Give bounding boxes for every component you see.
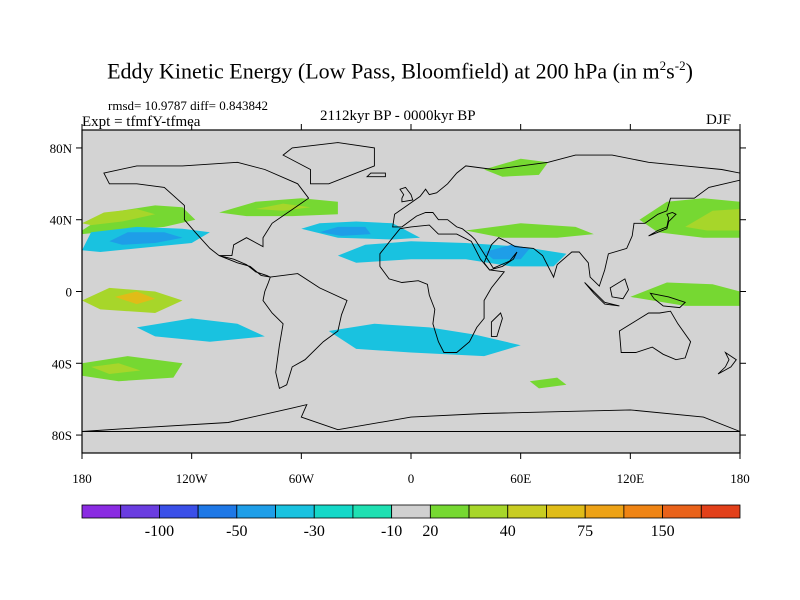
chart-title: Eddy Kinetic Energy (Low Pass, Bloomfiel… xyxy=(107,58,693,84)
contour-region-south-pacific-negative xyxy=(136,318,265,342)
colorbar-swatch xyxy=(197,504,238,519)
colorbar-swatch xyxy=(159,504,199,519)
contour-region-west-pacific-tropical-positive xyxy=(630,282,740,306)
colorbar-swatch xyxy=(700,504,741,519)
contour-region-asian-jet-positive xyxy=(465,223,594,238)
colorbar-swatch xyxy=(507,504,547,519)
contour-region-southern-ocean-core xyxy=(91,363,141,374)
colorbar-swatch xyxy=(313,504,354,519)
y-tick-label: 80S xyxy=(52,428,72,443)
coastline-new-guinea xyxy=(649,292,687,309)
y-tick-label: 80N xyxy=(50,141,73,156)
contour-region-tropical-pacific-core xyxy=(114,291,156,305)
contour-region-north-atlantic-core xyxy=(255,203,311,211)
season-label: DJF xyxy=(706,112,732,128)
contour-region-arabian-core xyxy=(484,244,530,260)
contour-region-midlat-atlantic-core xyxy=(319,226,371,236)
x-tick-label: 120E xyxy=(617,471,645,486)
colorbar-swatch xyxy=(468,504,509,519)
y-tick-label: 0 xyxy=(66,285,73,300)
colorbar-label: -100 xyxy=(145,523,174,540)
contour-region-arctic-positive xyxy=(484,158,549,177)
coastline-iceland xyxy=(365,172,386,178)
coastline-greenland xyxy=(282,142,375,185)
colorbar-label: -10 xyxy=(381,523,402,540)
colorbar-swatch xyxy=(236,504,276,519)
coastline-central-america xyxy=(218,255,271,278)
colorbar-swatch xyxy=(120,504,160,519)
colorbar-swatch xyxy=(429,504,470,519)
coastline-antarctica xyxy=(81,403,741,432)
colorbar-label: -50 xyxy=(226,523,247,540)
colorbar-label: 75 xyxy=(577,523,593,540)
colorbar-swatch xyxy=(275,504,315,519)
y-tick-label: 40N xyxy=(50,213,73,228)
coastline-south-america xyxy=(262,273,348,390)
plot-background xyxy=(82,130,740,453)
colorbar-swatch xyxy=(662,504,702,519)
colorbar-swatch xyxy=(546,504,586,519)
contour-region-west-pacific-core xyxy=(685,209,740,231)
coastline-indonesia-borneo xyxy=(609,278,629,300)
contour-region-south-indian-positive xyxy=(529,377,567,389)
x-tick-label: 60W xyxy=(289,471,315,486)
coastline-uk xyxy=(399,186,414,203)
colorbar-label: 20 xyxy=(422,523,438,540)
coastline-australia xyxy=(618,310,692,361)
colorbar-label: 40 xyxy=(500,523,516,540)
stats-label: rmsd= 10.9787 diff= 0.843842 xyxy=(108,98,268,113)
coastline-new-zealand xyxy=(717,351,737,375)
coastline-north-america xyxy=(103,161,310,257)
contour-region-subtropical-pacific-core xyxy=(109,232,183,245)
x-tick-label: 60E xyxy=(510,471,531,486)
coastline-africa xyxy=(379,224,506,353)
colorbar-swatch xyxy=(352,504,393,519)
colorbar-label: 150 xyxy=(651,523,675,540)
colorbar-swatch xyxy=(391,504,431,519)
y-tick-label: 40S xyxy=(52,356,72,371)
colorbar-label: -30 xyxy=(304,523,325,540)
coastline-europe-asia xyxy=(392,154,741,287)
x-tick-label: 180 xyxy=(72,471,92,486)
x-tick-label: 0 xyxy=(408,471,415,486)
colorbar-swatch xyxy=(623,504,663,519)
coastline-madagascar xyxy=(490,312,503,337)
period-label: 2112kyr BP - 0000kyr BP xyxy=(320,108,476,124)
coastline-sumatra-java xyxy=(584,282,620,307)
contour-region-north-pacific-core xyxy=(82,209,156,226)
colorbar-swatch xyxy=(81,504,122,519)
colorbar-swatch xyxy=(584,504,625,519)
x-tick-label: 180 xyxy=(730,471,750,486)
x-tick-label: 120W xyxy=(176,471,209,486)
experiment-label: Expt = tfmfY-tfmea xyxy=(82,114,201,130)
contour-region-south-atlantic-negative xyxy=(328,323,521,357)
coastline-japan xyxy=(648,212,677,237)
